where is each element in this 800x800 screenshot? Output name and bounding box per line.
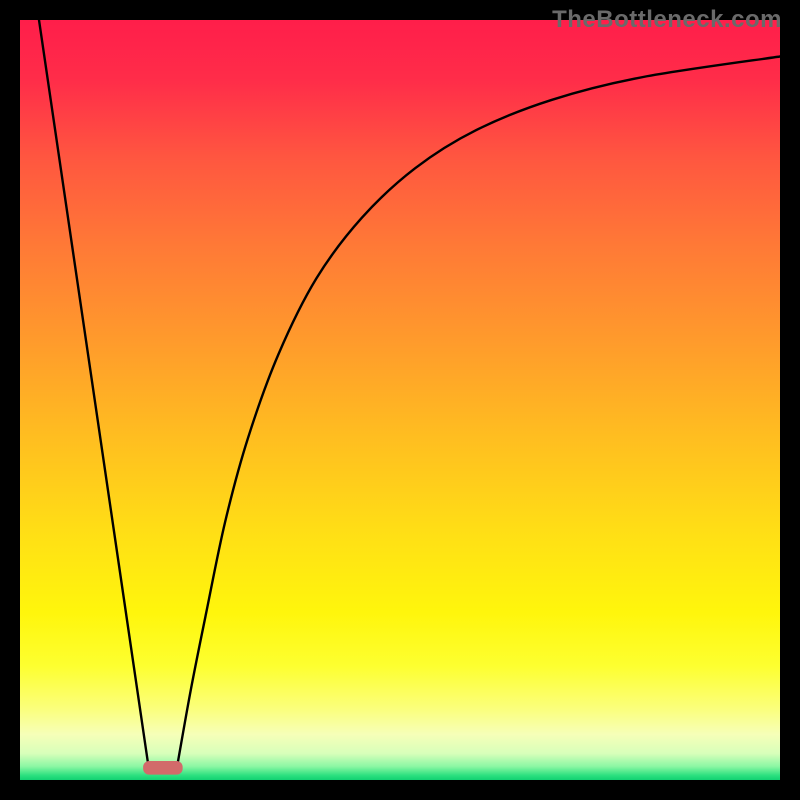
bottleneck-marker <box>143 761 183 775</box>
watermark-text: TheBottleneck.com <box>552 6 782 34</box>
chart-svg <box>20 20 780 780</box>
bottleneck-chart <box>20 20 780 780</box>
